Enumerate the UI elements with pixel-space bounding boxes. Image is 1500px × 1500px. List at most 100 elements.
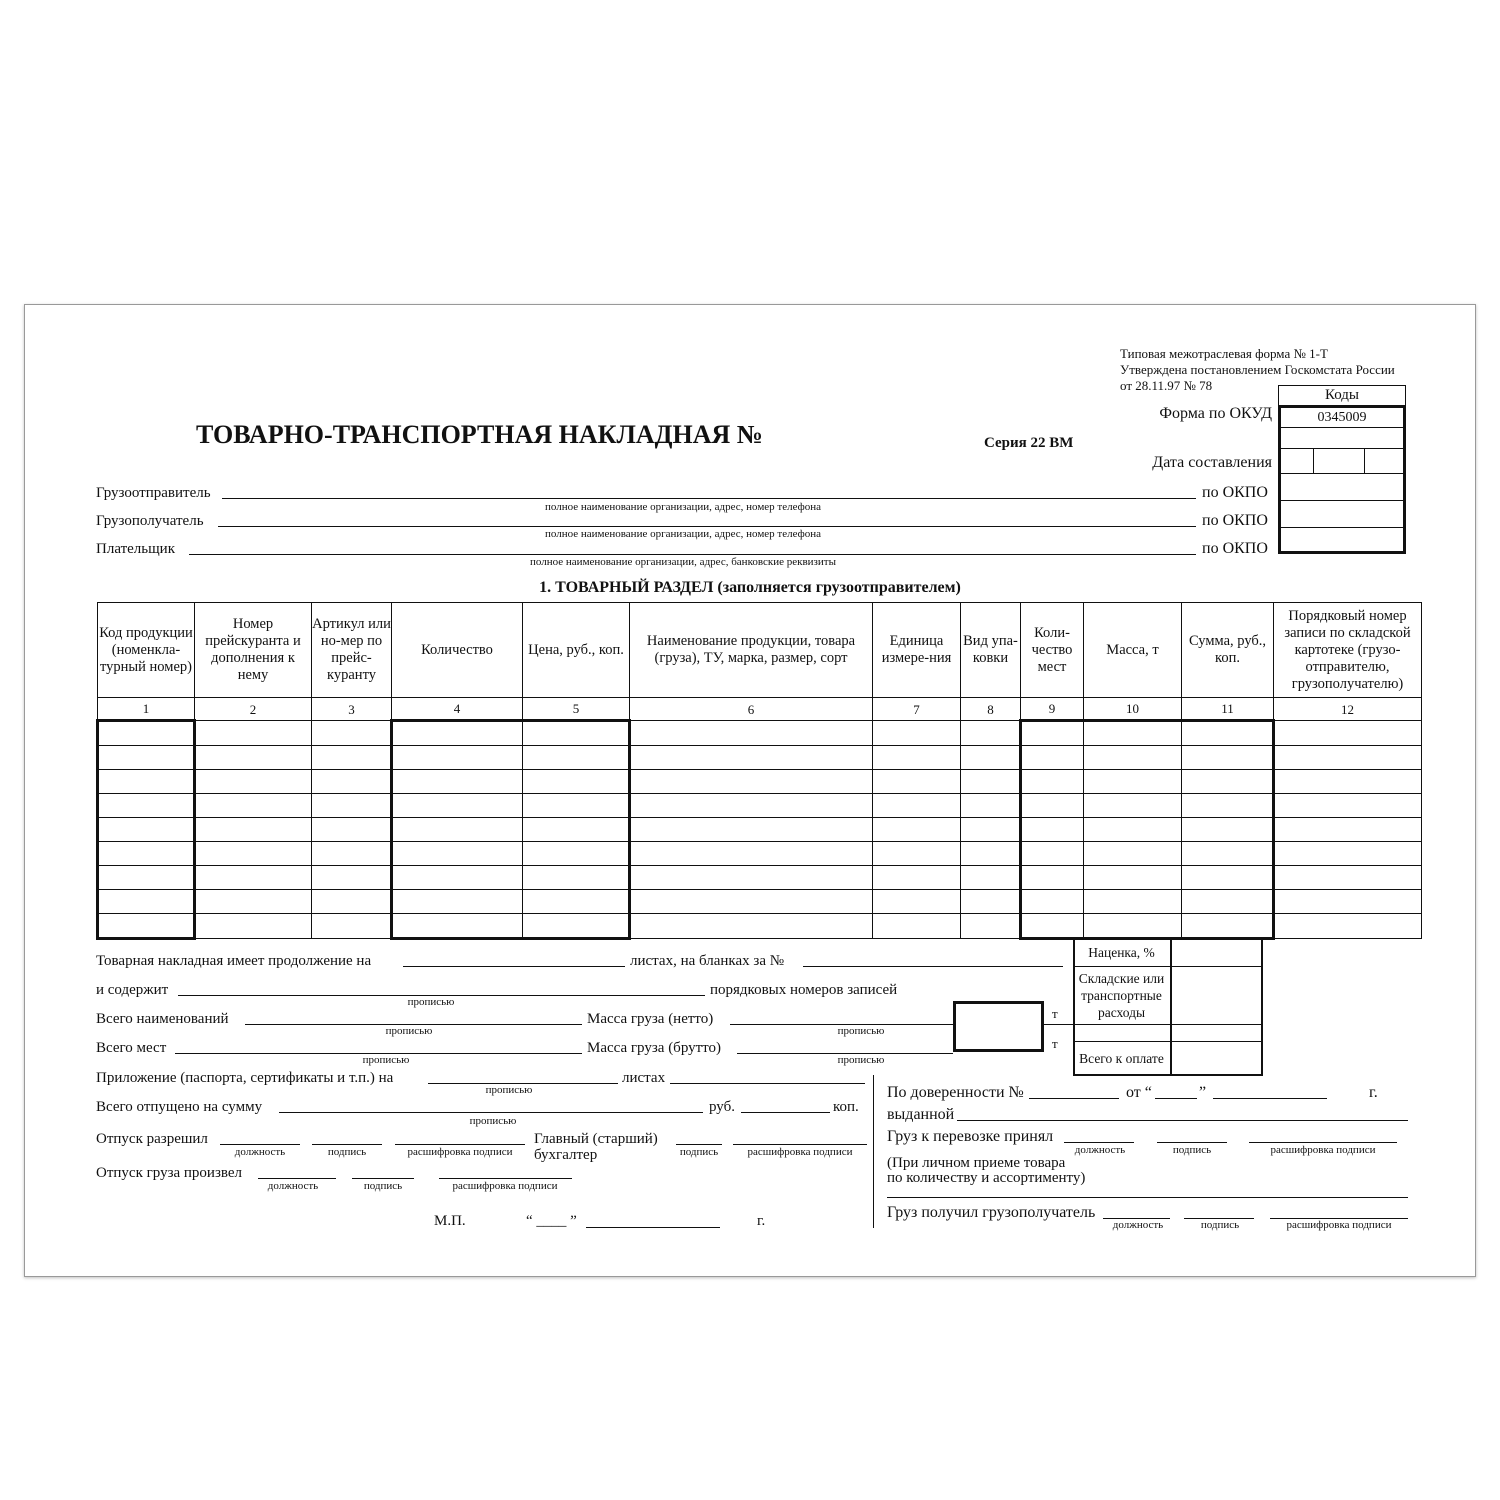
table-cell[interactable]	[872, 865, 961, 890]
table-cell[interactable]	[1083, 719, 1182, 746]
table-cell[interactable]	[1273, 913, 1422, 939]
mass-box[interactable]	[953, 1001, 1044, 1052]
table-cell[interactable]	[872, 769, 961, 794]
table-cell[interactable]	[311, 889, 392, 914]
table-cell[interactable]	[872, 889, 961, 914]
table-cell[interactable]	[390, 865, 523, 890]
table-cell[interactable]	[872, 745, 961, 770]
table-cell[interactable]	[1083, 913, 1182, 940]
okud-code[interactable]: 0345009	[1281, 408, 1403, 428]
table-cell[interactable]	[390, 841, 523, 866]
signature-field[interactable]	[312, 1144, 382, 1145]
proxy-number-field[interactable]	[1029, 1098, 1119, 1099]
table-cell[interactable]	[1273, 720, 1422, 746]
table-cell[interactable]	[311, 841, 392, 866]
personal-field[interactable]	[887, 1197, 1408, 1198]
table-cell[interactable]	[1181, 889, 1275, 914]
date-day-field[interactable]: “ ____ ”	[526, 1213, 577, 1229]
table-cell[interactable]	[1083, 793, 1182, 818]
sheets-field[interactable]	[670, 1083, 865, 1084]
table-cell[interactable]	[1273, 889, 1422, 914]
table-cell[interactable]	[194, 769, 312, 794]
continuation-sheets-field[interactable]	[403, 966, 625, 967]
table-cell[interactable]	[629, 913, 873, 939]
payer-field[interactable]	[189, 554, 1196, 555]
table-cell[interactable]	[629, 889, 873, 914]
records-count-field[interactable]	[178, 995, 705, 996]
table-cell[interactable]	[1181, 913, 1275, 940]
table-cell[interactable]	[390, 913, 523, 940]
table-cell[interactable]	[1019, 817, 1084, 842]
table-cell[interactable]	[1019, 793, 1084, 818]
proxy-month-field[interactable]	[1213, 1098, 1327, 1099]
table-cell[interactable]	[629, 769, 873, 794]
table-cell[interactable]	[522, 745, 631, 770]
table-cell[interactable]	[1019, 889, 1084, 914]
table-cell[interactable]	[1273, 793, 1422, 818]
table-cell[interactable]	[1273, 745, 1422, 770]
table-cell[interactable]	[194, 865, 312, 890]
table-cell[interactable]	[311, 769, 392, 794]
table-cell[interactable]	[1019, 719, 1084, 746]
table-cell[interactable]	[96, 793, 196, 818]
table-cell[interactable]	[194, 889, 312, 914]
table-cell[interactable]	[522, 769, 631, 794]
consignee-field[interactable]	[218, 526, 1196, 527]
table-cell[interactable]	[96, 745, 196, 770]
table-cell[interactable]	[1181, 719, 1275, 746]
table-cell[interactable]	[194, 793, 312, 818]
table-cell[interactable]	[960, 745, 1021, 770]
table-cell[interactable]	[522, 793, 631, 818]
table-cell[interactable]	[960, 889, 1021, 914]
total-places-field[interactable]	[175, 1053, 582, 1054]
table-cell[interactable]	[872, 817, 961, 842]
position-field[interactable]	[1103, 1218, 1170, 1219]
table-cell[interactable]	[1019, 841, 1084, 866]
table-cell[interactable]	[1181, 769, 1275, 794]
table-cell[interactable]	[522, 913, 631, 940]
attachment-field[interactable]	[428, 1083, 618, 1084]
table-cell[interactable]	[1083, 745, 1182, 770]
table-cell[interactable]	[872, 793, 961, 818]
table-cell[interactable]	[1181, 745, 1275, 770]
table-cell[interactable]	[311, 720, 392, 746]
table-cell[interactable]	[96, 889, 196, 914]
table-cell[interactable]	[194, 913, 312, 939]
table-cell[interactable]	[522, 719, 631, 746]
total-items-field[interactable]	[245, 1024, 582, 1025]
table-cell[interactable]	[96, 913, 196, 940]
signature-field[interactable]	[352, 1178, 414, 1179]
table-cell[interactable]	[629, 817, 873, 842]
table-cell[interactable]	[629, 720, 873, 746]
gross-mass-field[interactable]	[737, 1053, 953, 1054]
table-cell[interactable]	[629, 745, 873, 770]
table-cell[interactable]	[629, 865, 873, 890]
table-cell[interactable]	[522, 889, 631, 914]
table-cell[interactable]	[1083, 817, 1182, 842]
position-field[interactable]	[220, 1144, 300, 1145]
table-cell[interactable]	[960, 793, 1021, 818]
table-cell[interactable]	[1273, 817, 1422, 842]
signature-decode-field[interactable]	[1270, 1218, 1408, 1219]
issued-field[interactable]	[957, 1120, 1408, 1121]
table-cell[interactable]	[1083, 865, 1182, 890]
table-cell[interactable]	[872, 913, 961, 939]
table-cell[interactable]	[194, 745, 312, 770]
table-cell[interactable]	[1019, 913, 1084, 940]
date-month-field[interactable]	[586, 1227, 720, 1228]
table-cell[interactable]	[522, 865, 631, 890]
table-cell[interactable]	[96, 769, 196, 794]
table-cell[interactable]	[194, 841, 312, 866]
kop-field[interactable]	[741, 1112, 830, 1113]
signature-field[interactable]	[1157, 1142, 1227, 1143]
table-cell[interactable]	[1273, 865, 1422, 890]
proxy-day-field[interactable]	[1155, 1098, 1197, 1099]
table-cell[interactable]	[390, 769, 523, 794]
table-cell[interactable]	[1083, 841, 1182, 866]
table-cell[interactable]	[194, 720, 312, 746]
signature-decode-field[interactable]	[439, 1178, 572, 1179]
table-cell[interactable]	[629, 841, 873, 866]
table-cell[interactable]	[311, 745, 392, 770]
table-cell[interactable]	[311, 913, 392, 939]
table-cell[interactable]	[1019, 865, 1084, 890]
